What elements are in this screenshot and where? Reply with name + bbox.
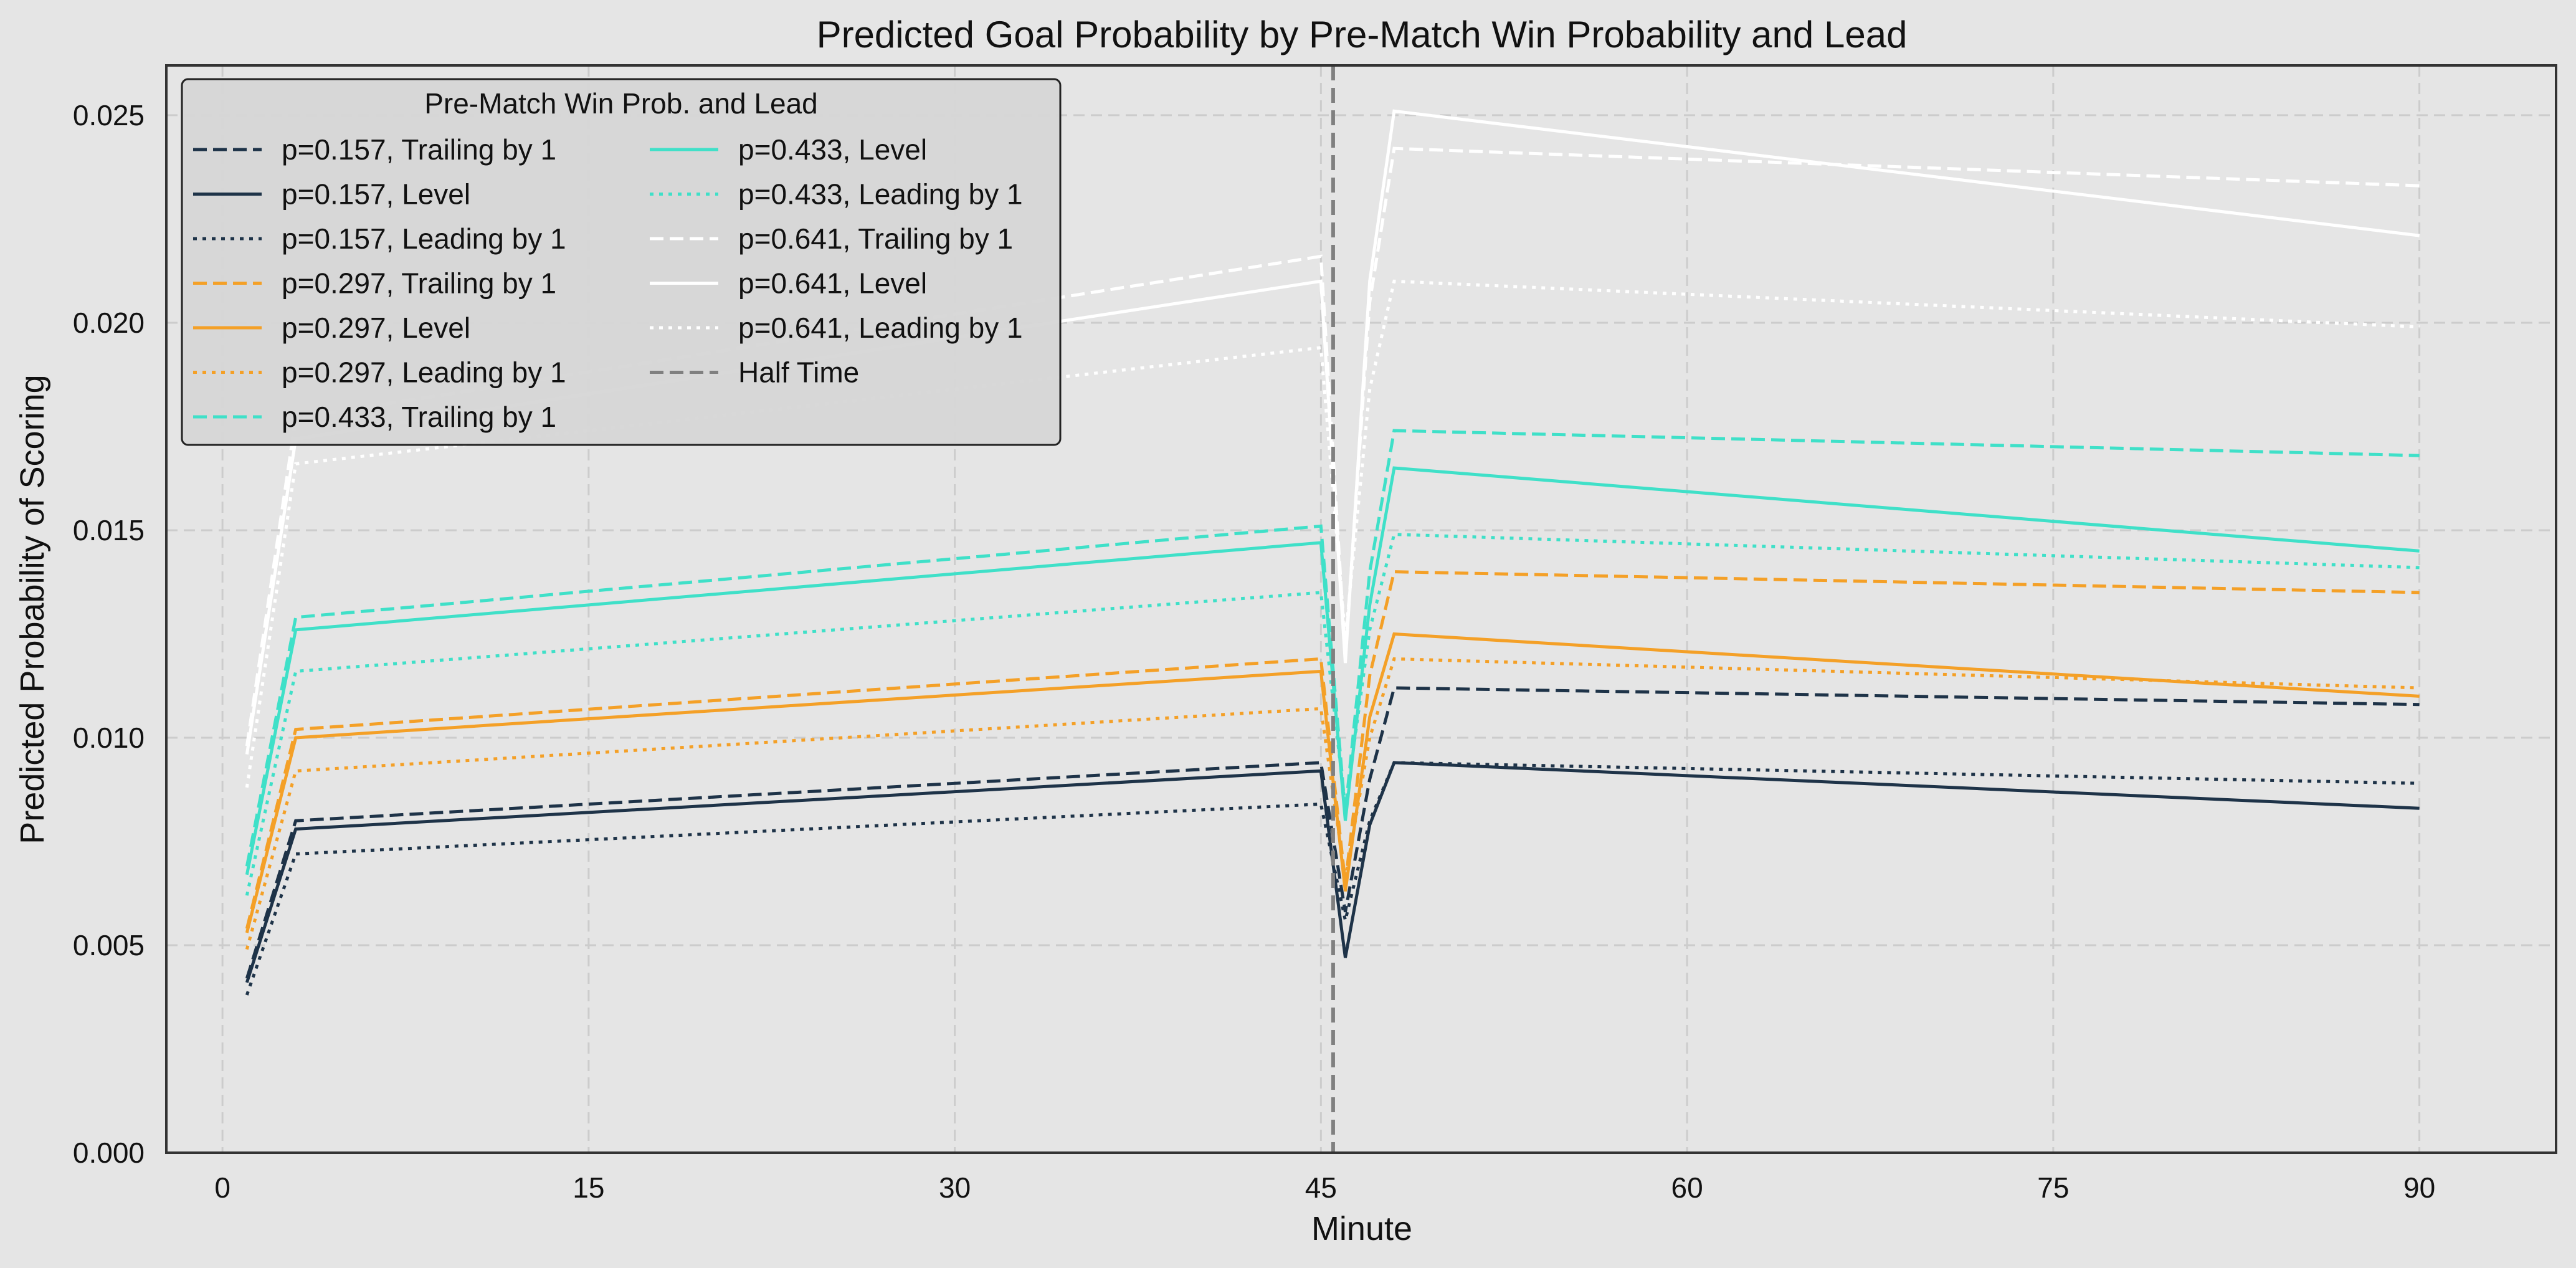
series-line-8 (245, 466, 2420, 875)
series-line-12 (245, 279, 2420, 788)
legend-entry-label: p=0.157, Level (282, 178, 470, 211)
x-tick-label: 30 (939, 1171, 971, 1204)
chart-title: Predicted Goal Probability by Pre-Match … (817, 14, 1908, 55)
y-tick-label: 0.015 (73, 514, 145, 546)
x-tick-label: 15 (573, 1171, 604, 1204)
y-tick-label: 0.005 (73, 929, 145, 961)
legend-entry-label: p=0.641, Trailing by 1 (738, 222, 1013, 255)
legend-entry-label: p=0.641, Leading by 1 (738, 312, 1023, 344)
series-line-6 (245, 657, 2420, 950)
legend-entry-label: Half Time (738, 356, 859, 389)
x-tick-label: 90 (2403, 1171, 2435, 1204)
x-axis-label: Minute (1311, 1210, 1412, 1247)
x-ticks: 0 15 30 45 60 75 90 (214, 1171, 2435, 1204)
legend-box (181, 78, 1062, 446)
x-tick-label: 0 (214, 1171, 231, 1204)
legend-entry-label: p=0.433, Trailing by 1 (282, 401, 556, 433)
y-axis-label: Predicted Probability of Scoring (14, 374, 51, 844)
legend-entry-label: p=0.297, Leading by 1 (282, 356, 566, 389)
x-tick-label: 75 (2037, 1171, 2069, 1204)
legend-entry-label: p=0.433, Leading by 1 (738, 178, 1023, 211)
legend: Pre-Match Win Prob. and Lead p=0.157, Tr… (181, 78, 1062, 446)
series-line-7 (245, 429, 2420, 867)
x-tick-label: 60 (1671, 1171, 1703, 1204)
legend-entry-label: p=0.641, Level (738, 267, 927, 300)
plot-frame (165, 64, 2557, 1154)
legend-entry-label: p=0.297, Level (282, 312, 470, 344)
legend-entry-label: p=0.157, Leading by 1 (282, 222, 566, 255)
legend-entry-label: p=0.157, Trailing by 1 (282, 133, 556, 166)
series-line-3 (245, 761, 2420, 996)
x-tick-label: 45 (1305, 1171, 1337, 1204)
series-line-1 (245, 686, 2420, 980)
y-tick-label: 0.000 (73, 1137, 145, 1169)
series-line-5 (245, 632, 2420, 933)
legend-title: Pre-Match Win Prob. and Lead (424, 87, 818, 120)
y-tick-label: 0.020 (73, 307, 145, 339)
y-ticks: 0.000 0.005 0.010 0.015 0.020 0.025 (73, 99, 145, 1169)
legend-entry-label: p=0.433, Level (738, 133, 927, 166)
legend-entry-label: p=0.297, Trailing by 1 (282, 267, 556, 300)
y-tick-label: 0.010 (73, 722, 145, 754)
y-tick-label: 0.025 (73, 99, 145, 131)
